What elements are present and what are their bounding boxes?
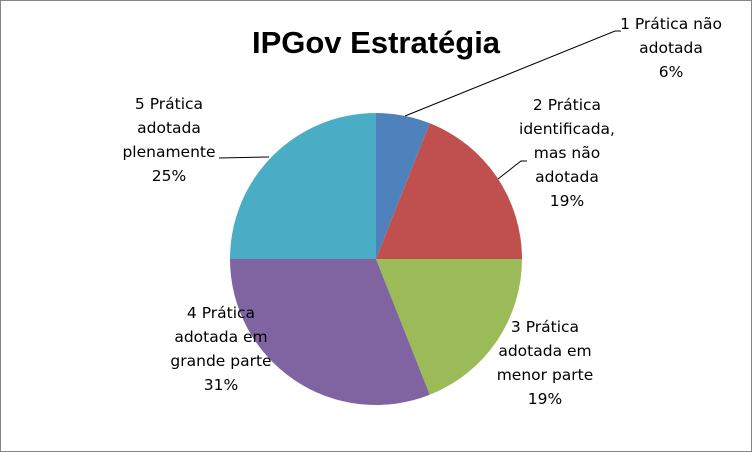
data-label-3: 3 Prática adotada em menor parte 19% [497,318,594,408]
chart-title: IPGov Estratégia [252,25,501,60]
pie-slice-5 [230,113,376,259]
data-label-line: menor parte [497,366,594,384]
data-label-line: grande parte [170,352,271,370]
data-label-4: 4 Prática adotada em grande parte 31% [170,304,271,394]
leader-line-2 [497,160,527,180]
data-label-line: 2 Prática [533,96,601,114]
leader-line-3 [218,156,270,159]
data-label-line: 5 Prática [135,95,203,113]
data-label-line: adotada [137,119,201,137]
data-label-line: 4 Prática [187,304,255,322]
data-label-percent: 6% [659,63,684,81]
pie-slice-4 [230,259,430,406]
data-label-percent: 19% [550,192,584,210]
data-label-line: mas não [534,144,600,162]
data-label-percent: 31% [204,376,238,394]
pie-slice-3 [376,259,522,395]
data-label-line: adotada [639,39,703,57]
data-label-line: 3 Prática [511,318,579,336]
data-label-line: 1 Prática não [620,15,722,33]
data-label-line: adotada em [174,328,267,346]
data-label-5: 5 Prática adotada plenamente 25% [122,95,215,185]
data-label-line: adotada em [498,342,591,360]
leader-line-1 [404,30,621,117]
data-label-line: plenamente [122,143,215,161]
data-label-percent: 25% [152,167,186,185]
pie-slice-1 [376,113,430,259]
data-label-line: adotada [535,168,599,186]
data-label-line: identificada, [519,120,615,138]
data-label-1: 1 Prática não adotada 6% [620,15,722,81]
data-label-percent: 19% [528,390,562,408]
data-label-2: 2 Prática identificada, mas não adotada 19% [519,96,615,210]
pie-slice-2 [376,123,522,260]
